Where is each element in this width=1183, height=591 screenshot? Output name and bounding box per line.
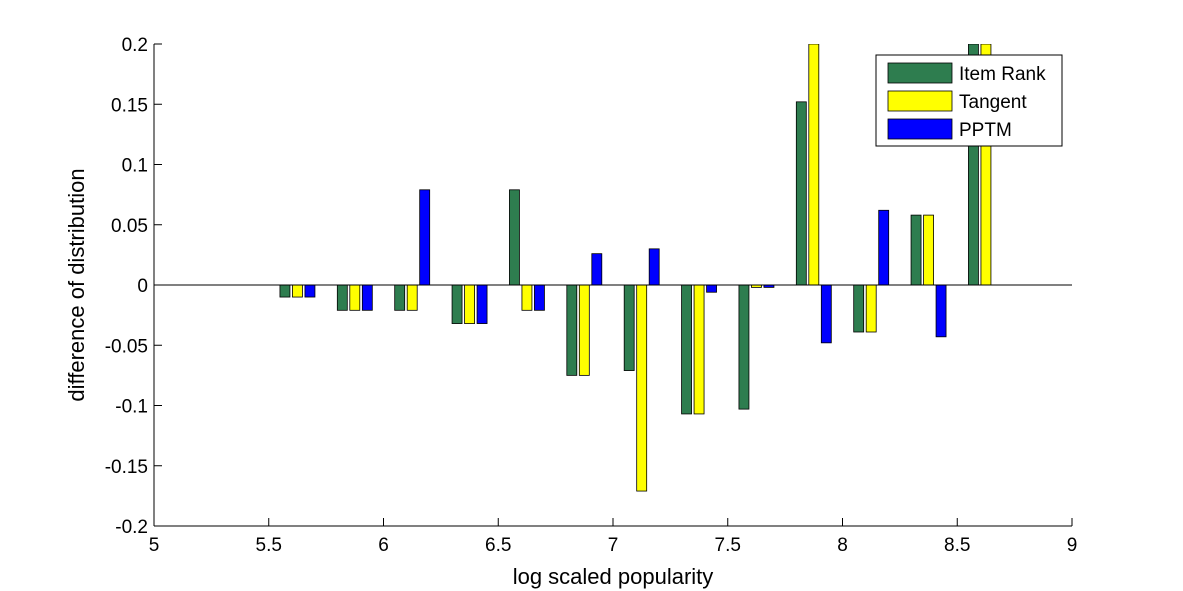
- bar-pptm-2: [419, 189, 431, 286]
- bar-tangent-3: [464, 284, 475, 324]
- y-tick-label: 0.05: [111, 216, 148, 237]
- bar-pptm-6: [648, 248, 660, 286]
- y-tick-label: 0.15: [111, 95, 148, 116]
- x-tick-label: 7: [608, 535, 619, 556]
- bar-tangent-7: [693, 284, 705, 415]
- y-tick-label: -0.2: [115, 517, 148, 538]
- bar-item-rank-0: [279, 284, 291, 298]
- bar-item-rank-4: [509, 189, 520, 286]
- bar-tangent-9: [808, 44, 820, 286]
- legend-swatch-pptm: [887, 118, 953, 140]
- bar-item-rank-9: [795, 101, 807, 286]
- bar-tangent-0: [292, 284, 303, 298]
- bar-item-rank-3: [451, 284, 463, 324]
- bar-pptm-10: [878, 209, 890, 286]
- bar-tangent-4: [521, 284, 533, 311]
- legend-label-pptm: PPTM: [959, 120, 1012, 141]
- legend-label-item-rank: Item Rank: [959, 64, 1046, 85]
- bar-pptm-11: [935, 284, 947, 338]
- bar-tangent-1: [349, 284, 361, 311]
- legend-label-tangent: Tangent: [959, 92, 1027, 113]
- y-tick-label: -0.1: [115, 397, 148, 418]
- bar-item-rank-7: [681, 284, 692, 415]
- bar-item-rank-8: [738, 284, 750, 410]
- x-tick-label: 5.5: [256, 535, 282, 556]
- bar-pptm-0: [304, 284, 316, 298]
- y-tick-label: 0.1: [122, 156, 148, 177]
- y-tick-label: 0.2: [122, 35, 148, 56]
- bar-item-rank-1: [336, 284, 348, 311]
- bar-item-rank-2: [394, 284, 406, 311]
- bar-pptm-5: [591, 253, 603, 286]
- legend-swatch-item-rank: [887, 62, 953, 84]
- bar-pptm-7: [706, 284, 717, 293]
- bar-pptm-4: [534, 284, 545, 311]
- x-tick-label: 8.5: [944, 535, 970, 556]
- bar-pptm-9: [820, 284, 832, 344]
- legend: Item Rank Tangent PPTM: [875, 54, 1063, 147]
- bar-item-rank-6: [623, 284, 635, 371]
- bar-pptm-1: [361, 284, 373, 311]
- bar-item-rank-5: [566, 284, 578, 376]
- x-axis-label: log scaled popularity: [513, 564, 714, 589]
- bar-pptm-3: [476, 284, 488, 324]
- x-tick-label: 8: [837, 535, 848, 556]
- legend-swatch-tangent: [887, 90, 953, 112]
- x-tick-label: 6.5: [485, 535, 511, 556]
- bar-tangent-10: [865, 284, 877, 333]
- y-axis-label: difference of distribution: [64, 168, 89, 401]
- bar-tangent-6: [636, 284, 648, 492]
- bar-item-rank-11: [910, 214, 922, 286]
- x-tick-label: 7.5: [715, 535, 741, 556]
- bar-tangent-5: [578, 284, 590, 376]
- x-tick-label: 9: [1067, 535, 1078, 556]
- y-tick-label: -0.15: [105, 457, 148, 478]
- bar-tangent-11: [923, 214, 934, 286]
- bar-tangent-2: [406, 284, 418, 311]
- y-tick-label: -0.05: [105, 336, 148, 357]
- y-tick-label: 0: [137, 276, 148, 297]
- axes-group: 5 5.5 6 6.5 7 7.5 8 8.5 9 0.2 0.15 0.1 0.05 0 -0.05 -0.…: [105, 35, 1078, 556]
- x-tick-label: 5: [149, 535, 160, 556]
- bar-item-rank-10: [853, 284, 865, 333]
- x-tick-label: 6: [378, 535, 389, 556]
